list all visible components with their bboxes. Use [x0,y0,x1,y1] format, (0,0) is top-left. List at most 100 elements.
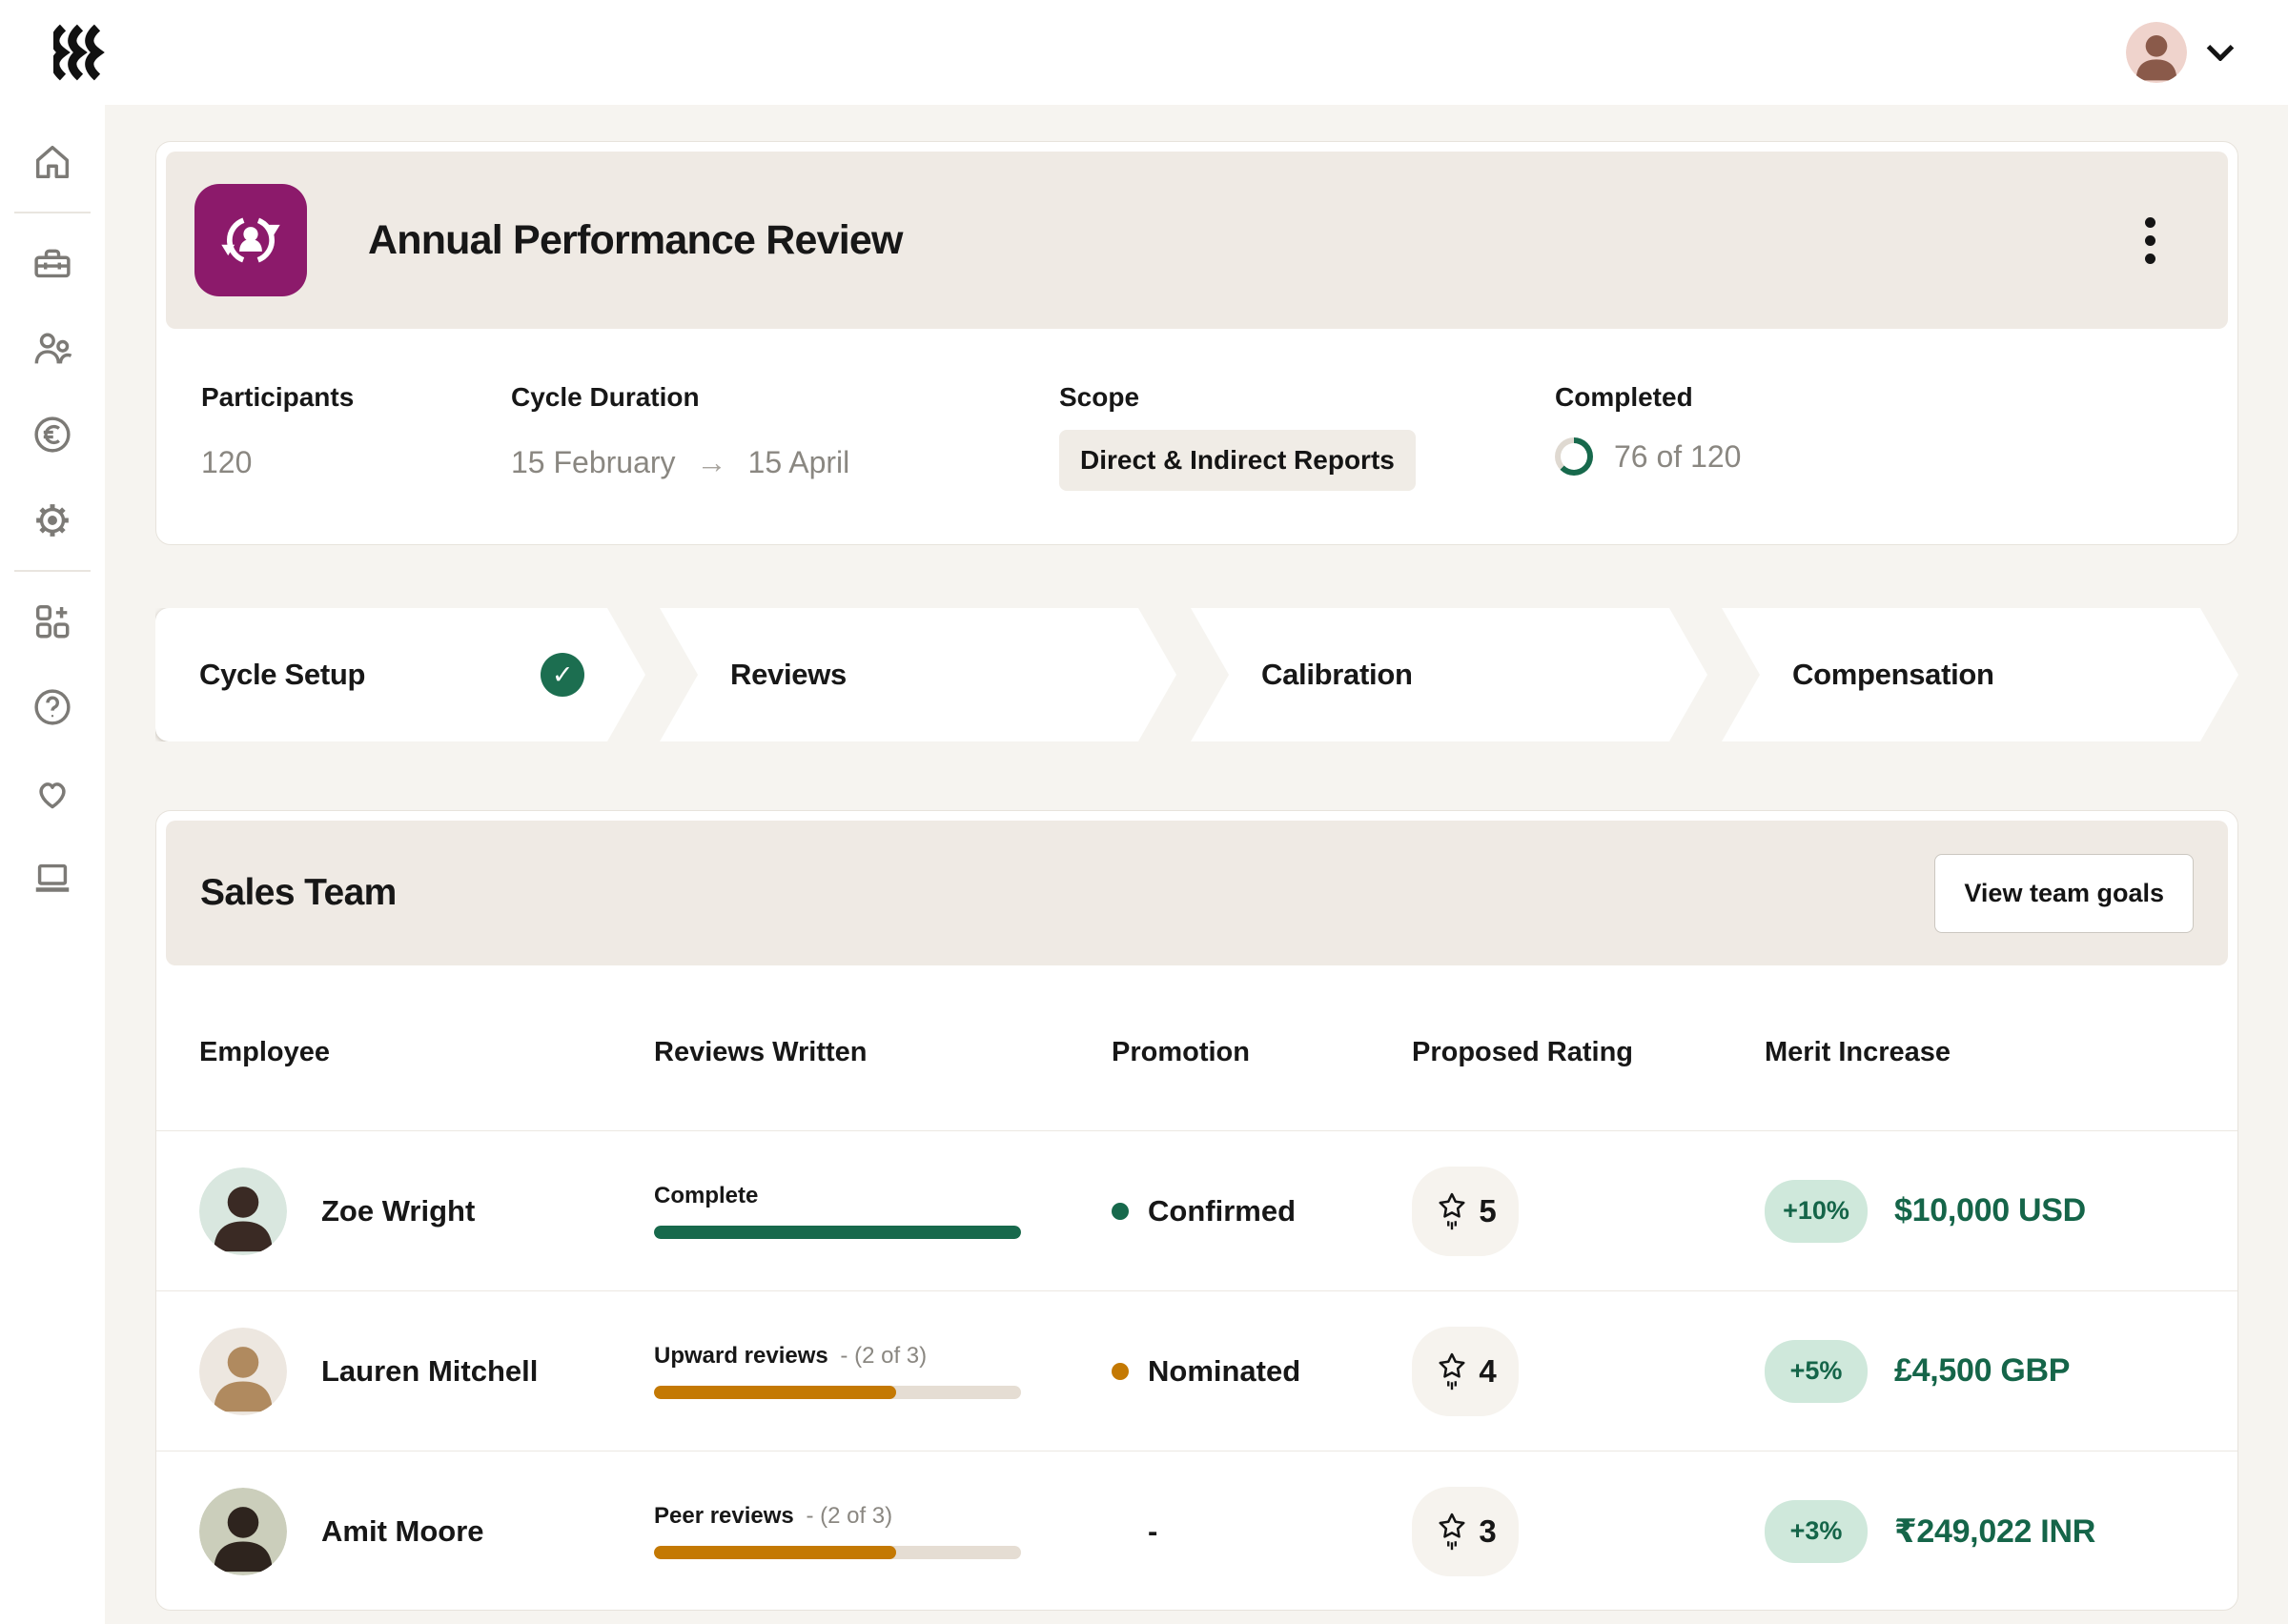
team-card-header: Sales Team View team goals [166,821,2228,965]
sidebar-divider [14,212,91,213]
rippling-logo-icon [53,24,105,81]
review-progress-bar [654,1226,1021,1239]
merit-percent-badge: +3% [1765,1499,1868,1563]
team-title: Sales Team [200,872,397,913]
rising-star-icon [1439,1192,1465,1229]
cycle-start-date: 15 February [511,445,676,479]
employee-avatar [199,1167,287,1255]
heart-icon [39,782,66,809]
employee-name: Amit Moore [321,1513,484,1548]
merit-amount: $10,000 USD [1894,1192,2086,1228]
review-stats: Participants 120 Cycle Duration 15 Febru… [156,338,2237,544]
status-dot [1112,1362,1129,1380]
column-reviews-written: Reviews Written [654,1037,868,1067]
rating-value: 4 [1479,1352,1497,1389]
promotion-status: Confirmed [1148,1193,1296,1228]
step-cycle-setup[interactable]: Cycle Setup ✓ [155,608,645,741]
rating-pill: 5 [1412,1166,1519,1256]
scope-chip: Direct & Indirect Reports [1059,430,1416,491]
view-team-goals-button[interactable]: View team goals [1934,853,2194,933]
employee-name: Zoe Wright [321,1193,476,1228]
sidebar-divider [14,570,91,572]
stat-participants: Participants 120 [201,382,511,491]
stat-label: Completed [1555,382,1693,412]
sidebar-item-settings[interactable] [30,497,75,543]
table-row[interactable]: Lauren Mitchell Upward reviews - (2 of 3… [156,1290,2237,1451]
step-label: Compensation [1792,658,1994,691]
app-logo [53,22,116,83]
merit-percent-badge: +10% [1765,1179,1868,1243]
review-progress-bar [654,1386,1021,1399]
stat-scope: Scope Direct & Indirect Reports [1059,382,1555,491]
employee-name: Lauren Mitchell [321,1353,539,1388]
euro-icon [34,416,71,453]
column-employee: Employee [199,1037,330,1067]
step-label: Reviews [730,658,847,691]
merit-amount: ₹249,022 INR [1894,1512,2095,1550]
stat-value: 120 [201,445,253,479]
step-label: Cycle Setup [199,658,366,691]
table-header: Employee Reviews Written Promotion Propo… [156,975,2237,1130]
stat-label: Participants [201,382,355,412]
sidebar-item-apps[interactable] [30,599,75,644]
column-proposed-rating: Proposed Rating [1412,1037,1634,1067]
kebab-menu-button[interactable] [2139,212,2161,270]
review-cycle-card: Annual Performance Review Participants 1… [155,141,2238,545]
step-compensation[interactable]: Compensation [1722,608,2238,741]
step-label: Calibration [1261,658,1413,691]
sidebar-item-favorites[interactable] [30,770,75,816]
home-icon [35,145,70,179]
step-reviews[interactable]: Reviews [660,608,1176,741]
avatar[interactable] [2126,22,2187,83]
completed-count: 76 of 120 [1614,438,1742,474]
people-icon [34,333,72,364]
review-status-detail: - (2 of 3) [840,1343,928,1369]
sidebar-item-devices[interactable] [30,856,75,902]
review-status-label: Peer reviews [654,1503,794,1529]
merit-amount: £4,500 GBP [1894,1352,2071,1389]
step-calibration[interactable]: Calibration [1191,608,1707,741]
cycle-stepper: Cycle Setup ✓ Reviews Calibration Compen… [155,608,2238,741]
sidebar-item-compensation[interactable] [30,412,75,457]
table-row[interactable]: Zoe Wright Complete Confirmed [156,1130,2237,1290]
sidebar-item-toolbox[interactable] [30,240,75,286]
merit-percent-badge: +5% [1765,1339,1868,1403]
sidebar [0,105,105,1624]
team-card: Sales Team View team goals Employee Revi… [155,810,2238,1611]
review-card-header: Annual Performance Review [166,152,2228,329]
user-menu[interactable] [2126,22,2235,83]
stat-completed: Completed 76 of 120 [1555,382,1741,491]
promotion-status: - [1148,1513,1158,1548]
sidebar-item-help[interactable] [30,684,75,730]
table-row[interactable]: Amit Moore Peer reviews - (2 of 3) - [156,1451,2237,1610]
performance-review-app-icon [194,184,307,296]
toolbox-icon [34,249,71,278]
stat-label: Scope [1059,382,1140,412]
rating-value: 5 [1479,1192,1497,1228]
arrow-right-icon: → [696,445,727,479]
page-title: Annual Performance Review [368,216,904,263]
rating-pill: 4 [1412,1326,1519,1416]
stat-label: Cycle Duration [511,382,700,412]
apps-add-icon [35,604,70,639]
column-promotion: Promotion [1112,1037,1250,1067]
employee-avatar [199,1487,287,1575]
sidebar-item-home[interactable] [30,139,75,185]
question-icon [34,689,71,725]
rating-pill: 3 [1412,1486,1519,1576]
review-status-label: Complete [654,1183,759,1208]
column-merit-increase: Merit Increase [1765,1037,1951,1067]
review-status-detail: - (2 of 3) [806,1503,893,1529]
chevron-down-icon [2206,44,2235,61]
topbar [0,0,2288,105]
promotion-status: Nominated [1148,1353,1301,1388]
gear-icon [36,504,69,537]
cycle-end-date: 15 April [747,445,850,479]
rating-value: 3 [1479,1512,1497,1549]
status-dot [1112,1202,1129,1220]
rising-star-icon [1439,1512,1465,1550]
completion-ring [1555,437,1593,476]
sidebar-item-people[interactable] [30,326,75,372]
review-progress-bar [654,1546,1021,1559]
laptop-icon [35,863,70,892]
